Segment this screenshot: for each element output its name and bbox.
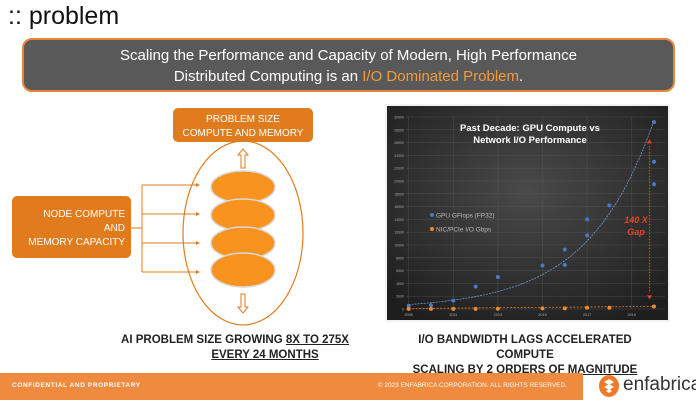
gpu-point	[585, 233, 590, 238]
y-tick-label: 10000	[394, 244, 404, 248]
arrow-down-icon	[236, 293, 250, 314]
legend-label-nic: NIC/PCIe I/O Gbps	[436, 227, 492, 234]
y-tick-label: 28000	[394, 128, 404, 132]
y-tick-label: 8000	[396, 256, 404, 260]
chart-title: Past Decade: GPU Compute vs	[460, 123, 600, 134]
arrowheads	[196, 183, 200, 274]
chart-background	[387, 106, 668, 320]
node-capacity-text: MEMORY CAPACITY	[28, 237, 125, 248]
x-tick-label: 2017	[583, 313, 591, 317]
nic-point	[495, 306, 500, 311]
caption-text: I/O BANDWIDTH LAGS ACCELERATED COMPUTE	[418, 334, 632, 361]
y-tick-label: 16000	[394, 205, 404, 209]
enfabrica-logo-icon	[599, 375, 619, 397]
nic-point	[406, 306, 411, 311]
disc-stack	[210, 170, 276, 288]
problem-size-diagram: PROBLEM SIZE COMPUTE AND MEMORY NODE COM…	[12, 108, 313, 326]
gpu-point	[652, 159, 656, 164]
y-tick-label: 30000	[394, 116, 404, 120]
gpu-point	[562, 262, 567, 267]
x-tick-label: 2015	[538, 313, 546, 317]
gpu-point	[652, 120, 656, 125]
y-tick-label: 14000	[394, 218, 404, 222]
y-tick-label: 24000	[394, 154, 404, 158]
gpu-vs-io-chart: 0 2000 4000 6000 8000 10000 12000 14000 16000 180…	[385, 104, 670, 322]
gpu-point	[473, 284, 478, 289]
y-tick-label: 20000	[394, 180, 404, 184]
nic-point	[607, 305, 612, 310]
node-capacity-text: NODE COMPUTE	[43, 209, 125, 220]
problem-size-text: COMPUTE AND MEMORY	[183, 128, 304, 139]
arrow-up-icon	[236, 148, 250, 169]
y-tick-label: 6000	[396, 269, 404, 273]
confidential-label: CONFIDENTIAL AND PROPRIETARY	[12, 382, 141, 389]
banner-line-2: Distributed Computing is an I/O Dominate…	[24, 66, 673, 87]
problem-size-box	[173, 108, 313, 142]
y-tick-label: 2000	[396, 295, 404, 299]
banner-text: Distributed Computing is an	[173, 68, 363, 85]
x-tick-label: 2009	[404, 313, 412, 317]
banner-highlight: I/O Dominated Problem	[362, 68, 519, 85]
right-caption: I/O BANDWIDTH LAGS ACCELERATED COMPUTE S…	[390, 333, 660, 378]
disc	[210, 170, 276, 204]
footer-bar: CONFIDENTIAL AND PROPRIETARY © 2023 ENFA…	[0, 373, 583, 400]
caption-underlined: 8X TO 275X	[285, 334, 349, 346]
gpu-point	[652, 182, 656, 187]
gpu-point	[562, 247, 567, 252]
nic-point	[585, 305, 590, 310]
x-tick-label: 2019	[627, 313, 635, 317]
node-capacity-box	[12, 196, 131, 258]
gpu-point	[540, 263, 545, 268]
caption-underlined: EVERY 24 MONTHS	[211, 349, 319, 361]
gpu-point	[429, 303, 433, 308]
gpu-point	[451, 298, 456, 303]
legend-marker-gpu	[430, 213, 434, 217]
brand-name: enfabrica	[623, 374, 696, 395]
nic-point	[652, 304, 656, 309]
nic-point	[473, 306, 478, 311]
y-tick-label: 26000	[394, 141, 404, 145]
legend-marker-nic	[430, 227, 434, 231]
y-tick-label: 22000	[394, 167, 404, 171]
copyright-label: © 2023 ENFABRICA CORPORATION. ALL RIGHTS…	[377, 382, 567, 389]
x-tick-label: 2011	[449, 313, 457, 317]
nic-trendline	[408, 306, 655, 309]
caption-text: AI PROBLEM SIZE GROWING	[121, 334, 286, 346]
gpu-point	[406, 303, 411, 308]
node-arrows	[131, 184, 198, 273]
nic-point	[451, 306, 456, 311]
gpu-point	[495, 275, 500, 279]
node-capacity-text: AND	[104, 223, 125, 234]
y-tick-label: 0	[402, 308, 404, 312]
left-caption: AI PROBLEM SIZE GROWING 8X TO 275X EVERY…	[115, 333, 355, 363]
nic-point	[429, 306, 433, 311]
headline-banner: Scaling the Performance and Capacity of …	[22, 38, 675, 92]
y-tick-label: 4000	[396, 282, 404, 286]
gap-annotation: Gap	[627, 227, 645, 237]
disc	[210, 198, 276, 232]
chart-title: Network I/O Performance	[473, 135, 587, 146]
problem-size-text: PROBLEM SIZE	[206, 114, 280, 125]
banner-line-1: Scaling the Performance and Capacity of …	[120, 47, 577, 64]
legend-label-gpu: GPU GFlops (FP32)	[436, 213, 495, 220]
gap-annotation: 140 X	[624, 215, 649, 225]
slide-title: :: problem	[8, 2, 120, 30]
nic-point	[540, 306, 545, 311]
disc	[210, 252, 276, 288]
gpu-point	[607, 203, 612, 208]
y-tick-label: 12000	[394, 231, 404, 235]
gpu-point	[585, 217, 590, 222]
x-tick-label: 2013	[494, 313, 502, 317]
y-tick-label: 18000	[394, 192, 404, 196]
nic-point	[562, 306, 567, 311]
banner-period: .	[519, 68, 524, 85]
